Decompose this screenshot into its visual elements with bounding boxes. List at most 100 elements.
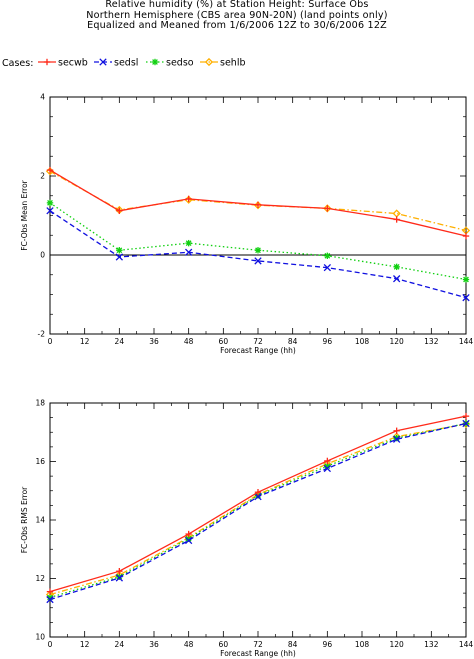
y-tick-label: 14 [35, 516, 45, 525]
series-sedsl [46, 207, 470, 302]
title-line-2: Northern Hemisphere (CBS area 90N-20N) (… [86, 9, 388, 21]
x-tick-label: 96 [323, 337, 333, 346]
y-tick-label: 0 [40, 251, 45, 260]
x-tick-label: 120 [390, 337, 405, 346]
data-point-sedsl [462, 419, 470, 428]
x-tick-label: 12 [80, 640, 90, 649]
x-tick-label: 24 [115, 337, 125, 346]
x-tick-label: 120 [390, 640, 405, 649]
x-tick-label: 132 [424, 640, 439, 649]
series-line-sehlb [49, 423, 467, 596]
chart-title: Relative humidity (%) at Station Height:… [0, 0, 474, 32]
series-secwb [46, 412, 470, 595]
series-sedso [46, 199, 470, 283]
plot-frame [49, 402, 467, 638]
x-tick-label: 0 [48, 640, 53, 649]
y-tick-label: -2 [38, 330, 46, 339]
data-point-secwb [254, 489, 262, 496]
x-tick-label: 72 [253, 640, 263, 649]
data-point-sedso [393, 434, 400, 442]
data-point-sedsl [185, 536, 193, 545]
legend-entry-sedso: sedso [166, 58, 194, 69]
legend: Cases: secwb sedsl sedso sehlb [2, 58, 246, 70]
data-point-sedsl [185, 248, 193, 256]
data-point-secwb [185, 530, 192, 538]
x-tick-label: 108 [355, 337, 370, 346]
x-tick-label: 24 [115, 640, 125, 649]
series-sehlb [45, 419, 471, 599]
x-tick-label: 72 [253, 337, 263, 346]
mean-error-panel: 0 12 24 36 48 60 72 84 96 108 120 132 144-2024Foreca… [20, 93, 473, 356]
x-tick-label: 60 [219, 337, 229, 346]
data-point-sedso [254, 247, 262, 254]
x-axis-label: Forecast Range (hh) [220, 346, 296, 355]
x-tick-label: 48 [184, 337, 194, 346]
x-tick-label: 48 [184, 640, 194, 649]
data-point-secwb [324, 205, 331, 212]
data-point-sedso [462, 276, 470, 283]
data-point-secwb [185, 195, 192, 203]
legend-label: Cases: [2, 58, 33, 69]
y-tick-label: 18 [35, 399, 45, 408]
data-point-secwb [254, 201, 262, 209]
data-point-sedsl [393, 275, 401, 283]
legend-entry-sehlb: sehlb [220, 58, 246, 69]
legend-marker-sedso [151, 58, 159, 66]
data-point-secwb [462, 412, 470, 420]
y-tick-label: 10 [35, 633, 45, 642]
legend-entry-secwb: secwb [58, 58, 88, 69]
legend-marker-sehlb [204, 57, 214, 67]
x-tick-label: 96 [323, 640, 333, 649]
data-point-sedso [116, 247, 123, 254]
y-tick-label: 2 [40, 172, 45, 181]
data-point-sedsl [115, 574, 123, 582]
data-point-sedso [185, 239, 192, 247]
y-tick-label: 16 [35, 457, 45, 466]
x-axis-label: Forecast Range (hh) [220, 649, 296, 658]
title-line-3: Equalized and Meaned from 1/6/2006 12Z t… [87, 20, 387, 32]
data-point-secwb [393, 427, 400, 434]
data-point-sedsl [46, 595, 54, 604]
data-point-sedsl [254, 257, 262, 265]
data-point-sedsl [46, 207, 54, 215]
y-axis-label: FC-Obs RMS Error [20, 486, 29, 553]
data-point-sedso [393, 263, 400, 271]
x-tick-label: 144 [459, 640, 474, 649]
data-point-sedsl [323, 263, 331, 272]
series-line-sedso [49, 202, 467, 281]
x-tick-label: 84 [288, 337, 298, 346]
y-tick-label: 4 [40, 93, 45, 102]
x-tick-label: 0 [48, 337, 53, 346]
data-point-sedso [324, 252, 331, 259]
data-point-secwb [116, 567, 123, 575]
series-line-secwb [49, 415, 467, 593]
series-line-sedso [49, 422, 467, 599]
series-sedsl [46, 419, 470, 604]
series-line-sedsl [49, 210, 467, 299]
data-point-sedso [46, 199, 54, 207]
y-axis-label: FC-Obs Mean Error [20, 179, 29, 250]
title-line-1: Relative humidity (%) at Station Height:… [105, 0, 369, 10]
data-point-sedsl [393, 435, 401, 443]
data-point-sedsl [254, 492, 262, 501]
legend-entry-sedsl: sedsl [114, 58, 138, 69]
data-point-secwb [393, 216, 400, 223]
y-tick-label: 12 [35, 574, 45, 583]
rms-error-panel: 0 12 24 36 48 60 72 84 96 108 120 132 144 10 12 14 16 18 F… [20, 399, 473, 659]
x-tick-label: 144 [459, 337, 474, 346]
x-tick-label: 12 [80, 337, 90, 346]
series-sehlb [45, 167, 471, 235]
x-tick-label: 60 [219, 640, 229, 649]
legend-marker-sedsl [99, 58, 107, 66]
x-tick-label: 84 [288, 640, 298, 649]
x-tick-label: 132 [424, 337, 439, 346]
x-tick-label: 36 [149, 640, 159, 649]
data-point-secwb [324, 457, 331, 465]
x-tick-label: 108 [355, 640, 370, 649]
x-tick-label: 36 [149, 337, 159, 346]
legend-marker-secwb [43, 58, 51, 66]
data-point-sedsl [323, 464, 331, 473]
series-secwb [46, 166, 470, 240]
data-point-sedsl [115, 253, 123, 261]
